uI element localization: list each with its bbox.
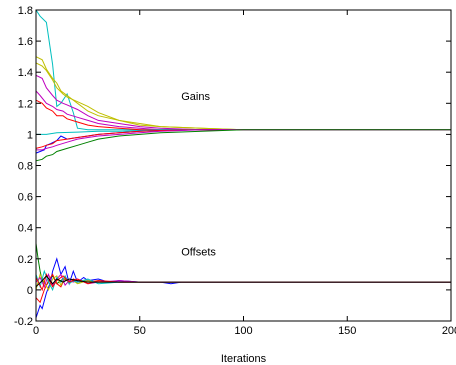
- series-line-8: [35, 129, 451, 154]
- plot-frame: [35, 9, 452, 322]
- series-line-5: [35, 90, 451, 131]
- x-axis-label: Iterations: [221, 353, 267, 365]
- series-line-3: [35, 62, 451, 131]
- y-tick-label: 0.8: [18, 161, 33, 173]
- y-tick-label: 1.4: [18, 67, 33, 79]
- x-tick-label: 200: [442, 325, 456, 337]
- ticks-layer: [35, 9, 452, 322]
- series-line-6: [35, 99, 451, 131]
- x-tick-label: 0: [33, 325, 39, 337]
- x-tick-label: 150: [338, 325, 356, 337]
- annotation-gains: Gains: [181, 91, 210, 103]
- y-tick-label: 0.6: [18, 192, 33, 204]
- y-tick-label: -0.2: [14, 316, 33, 328]
- series-line-19: [35, 275, 451, 288]
- annotation-offsets: Offsets: [181, 247, 216, 259]
- y-tick-label: 0.4: [18, 223, 33, 235]
- series-line-7: [36, 129, 451, 135]
- series-layer: [35, 9, 451, 319]
- series-line-11: [35, 129, 451, 162]
- series-line-13: [35, 257, 451, 319]
- tick-labels: 050100150200-0.200.20.40.60.811.21.41.61…: [14, 5, 456, 337]
- series-line-2: [35, 56, 451, 131]
- series-line-10: [36, 129, 451, 151]
- x-tick-label: 100: [234, 325, 252, 337]
- y-tick-label: 0.2: [18, 254, 33, 266]
- y-tick-label: 1.6: [18, 36, 33, 48]
- y-tick-label: 0: [27, 285, 33, 297]
- y-tick-label: 1.8: [18, 5, 33, 17]
- y-tick-label: 1: [27, 129, 33, 141]
- series-line-1: [35, 9, 451, 131]
- x-tick-label: 50: [134, 325, 146, 337]
- series-line-4: [35, 74, 451, 131]
- y-tick-label: 1.2: [18, 98, 33, 110]
